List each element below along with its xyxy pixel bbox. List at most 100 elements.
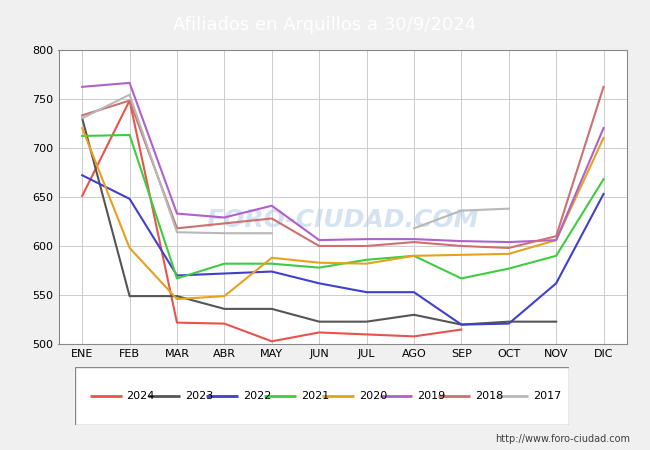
2020 xyxy=(552,238,560,243)
2022 xyxy=(173,273,181,278)
2018 xyxy=(363,243,370,249)
2024 xyxy=(458,327,465,332)
Text: 2021: 2021 xyxy=(301,391,329,401)
Text: FORO-CIUDAD.COM: FORO-CIUDAD.COM xyxy=(207,208,479,233)
2017 xyxy=(220,230,228,236)
2017 xyxy=(173,230,181,235)
2018 xyxy=(78,112,86,118)
2023 xyxy=(268,306,276,311)
2020 xyxy=(78,126,86,131)
2022 xyxy=(552,281,560,286)
Text: 2020: 2020 xyxy=(359,391,387,401)
Text: http://www.foro-ciudad.com: http://www.foro-ciudad.com xyxy=(495,434,630,444)
Text: 2019: 2019 xyxy=(417,391,445,401)
2021 xyxy=(600,176,608,182)
2024 xyxy=(363,332,370,337)
2018 xyxy=(505,245,513,251)
2021 xyxy=(363,257,370,262)
2019 xyxy=(363,236,370,242)
Line: 2022: 2022 xyxy=(82,175,604,324)
2020 xyxy=(505,251,513,256)
2018 xyxy=(410,239,418,245)
Line: 2018: 2018 xyxy=(82,87,604,248)
2022 xyxy=(600,191,608,197)
Text: Afiliados en Arquillos a 30/9/2024: Afiliados en Arquillos a 30/9/2024 xyxy=(174,16,476,34)
Line: 2023: 2023 xyxy=(82,118,556,324)
2020 xyxy=(458,252,465,257)
2022 xyxy=(315,281,323,286)
2021 xyxy=(458,276,465,281)
2021 xyxy=(552,253,560,258)
2023 xyxy=(552,319,560,324)
2018 xyxy=(552,234,560,239)
2018 xyxy=(220,220,228,226)
2018 xyxy=(600,84,608,90)
2024 xyxy=(125,98,133,104)
2023 xyxy=(220,306,228,311)
2024 xyxy=(410,334,418,339)
2022 xyxy=(505,321,513,326)
Text: 2022: 2022 xyxy=(242,391,271,401)
Text: 2024: 2024 xyxy=(127,391,155,401)
2017 xyxy=(125,92,133,97)
2022 xyxy=(220,271,228,276)
2024 xyxy=(173,320,181,325)
2021 xyxy=(505,266,513,271)
2019 xyxy=(600,126,608,131)
2019 xyxy=(173,211,181,216)
2022 xyxy=(78,172,86,178)
Line: 2019: 2019 xyxy=(82,83,604,242)
2023 xyxy=(458,322,465,327)
2020 xyxy=(363,261,370,266)
2021 xyxy=(173,276,181,281)
Line: 2017: 2017 xyxy=(82,94,272,233)
2019 xyxy=(220,215,228,220)
2020 xyxy=(410,253,418,258)
2022 xyxy=(410,289,418,295)
2023 xyxy=(315,319,323,324)
2023 xyxy=(410,312,418,318)
2020 xyxy=(173,297,181,302)
2018 xyxy=(315,243,323,249)
2021 xyxy=(78,133,86,139)
2021 xyxy=(315,265,323,270)
2022 xyxy=(458,322,465,327)
2018 xyxy=(458,243,465,249)
2024 xyxy=(220,321,228,326)
2024 xyxy=(268,338,276,344)
2019 xyxy=(458,238,465,244)
Line: 2020: 2020 xyxy=(82,128,604,299)
2018 xyxy=(268,216,276,221)
2019 xyxy=(552,238,560,243)
2017 xyxy=(78,116,86,121)
2021 xyxy=(268,261,276,266)
Text: 2017: 2017 xyxy=(533,391,561,401)
2018 xyxy=(125,98,133,104)
2020 xyxy=(220,293,228,299)
2023 xyxy=(505,319,513,324)
2020 xyxy=(125,245,133,251)
2023 xyxy=(125,293,133,299)
2019 xyxy=(125,80,133,86)
Text: 2018: 2018 xyxy=(475,391,503,401)
2019 xyxy=(315,238,323,243)
2023 xyxy=(173,293,181,299)
2024 xyxy=(78,193,86,198)
2019 xyxy=(78,84,86,90)
2020 xyxy=(600,135,608,140)
Line: 2024: 2024 xyxy=(82,101,462,341)
2024 xyxy=(315,330,323,335)
2022 xyxy=(363,289,370,295)
2019 xyxy=(410,236,418,242)
2020 xyxy=(315,260,323,265)
2022 xyxy=(125,196,133,202)
2023 xyxy=(78,116,86,121)
2021 xyxy=(220,261,228,266)
Line: 2021: 2021 xyxy=(82,135,604,279)
2019 xyxy=(505,239,513,245)
2018 xyxy=(173,225,181,231)
2020 xyxy=(268,255,276,261)
Text: 2023: 2023 xyxy=(185,391,213,401)
2019 xyxy=(268,203,276,208)
2021 xyxy=(410,253,418,258)
